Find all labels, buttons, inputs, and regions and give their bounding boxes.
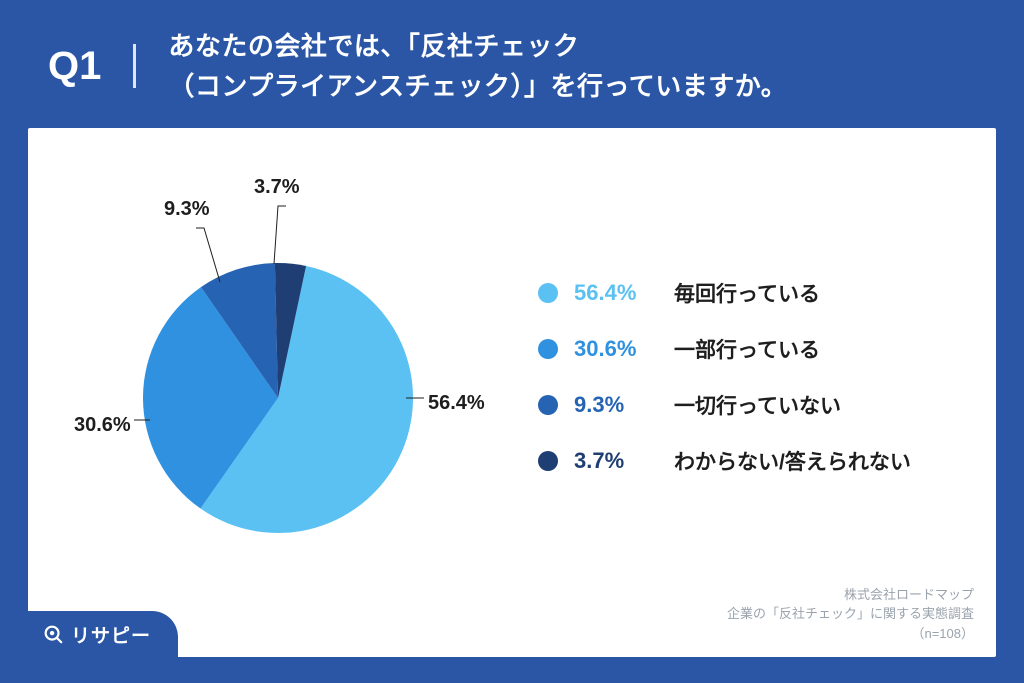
source-note: 株式会社ロードマップ 企業の「反社チェック」に関する実態調査 （n=108） bbox=[727, 585, 974, 644]
legend-percent: 56.4% bbox=[574, 280, 674, 306]
legend-dot-icon bbox=[538, 339, 558, 359]
brand-logo-icon bbox=[42, 623, 64, 645]
source-line2: 企業の「反社チェック」に関する実態調査 bbox=[727, 604, 974, 624]
callout-label: 30.6% bbox=[74, 414, 131, 437]
chart-panel: 56.4%30.6%9.3%3.7% 56.4%毎回行っている30.6%一部行っ… bbox=[28, 128, 996, 657]
pie-chart: 56.4% 30.6% 9.3% 3.7% bbox=[68, 158, 488, 578]
callout-leader bbox=[196, 228, 220, 282]
callout-leader bbox=[274, 206, 286, 264]
source-line3: （n=108） bbox=[727, 624, 974, 644]
callout-label: 56.4% bbox=[428, 392, 485, 415]
question-text-line2: （コンプライアンスチェック）」を行っていますか。 bbox=[168, 71, 787, 101]
legend-item: 56.4%毎回行っている bbox=[538, 278, 966, 308]
question-text-line1: あなたの会社では、「反社チェック bbox=[168, 31, 579, 61]
legend-item: 9.3%一切行っていない bbox=[538, 390, 966, 420]
legend-label: 一部行っている bbox=[674, 334, 820, 364]
legend-percent: 9.3% bbox=[574, 392, 674, 418]
legend: 56.4%毎回行っている 30.6%一部行っている 9.3%一切行っていない 3.7%… bbox=[538, 278, 966, 502]
question-text: あなたの会社では、「反社チェック （コンプライアンスチェック）」を行っていますか… bbox=[136, 26, 787, 107]
legend-item: 3.7%わからない/答えられない bbox=[538, 446, 966, 476]
callout-label: 3.7% bbox=[254, 176, 300, 199]
callout-label: 9.3% bbox=[164, 198, 210, 221]
brand-name: リサピー bbox=[71, 621, 151, 648]
legend-label: 毎回行っている bbox=[674, 278, 820, 308]
question-header: Q1 あなたの会社では、「反社チェック （コンプライアンスチェック）」を行ってい… bbox=[0, 0, 1024, 127]
legend-item: 30.6%一部行っている bbox=[538, 334, 966, 364]
source-line1: 株式会社ロードマップ bbox=[727, 585, 974, 605]
legend-dot-icon bbox=[538, 283, 558, 303]
legend-dot-icon bbox=[538, 395, 558, 415]
legend-label: 一切行っていない bbox=[674, 390, 841, 420]
brand-badge: リサピー bbox=[28, 611, 178, 657]
pie-chart-svg bbox=[68, 158, 488, 578]
question-number: Q1 bbox=[48, 44, 136, 88]
legend-percent: 30.6% bbox=[574, 336, 674, 362]
legend-label: わからない/答えられない bbox=[674, 446, 911, 476]
legend-percent: 3.7% bbox=[574, 448, 674, 474]
legend-dot-icon bbox=[538, 451, 558, 471]
